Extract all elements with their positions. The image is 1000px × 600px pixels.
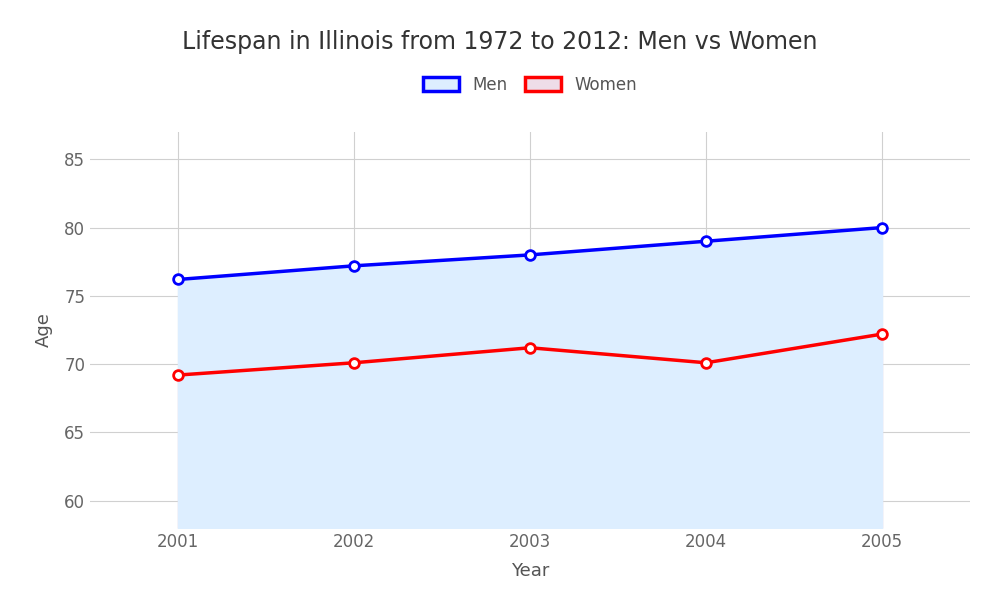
Legend: Men, Women: Men, Women bbox=[416, 69, 644, 100]
Text: Lifespan in Illinois from 1972 to 2012: Men vs Women: Lifespan in Illinois from 1972 to 2012: … bbox=[182, 30, 818, 54]
X-axis label: Year: Year bbox=[511, 562, 549, 580]
Y-axis label: Age: Age bbox=[35, 313, 53, 347]
